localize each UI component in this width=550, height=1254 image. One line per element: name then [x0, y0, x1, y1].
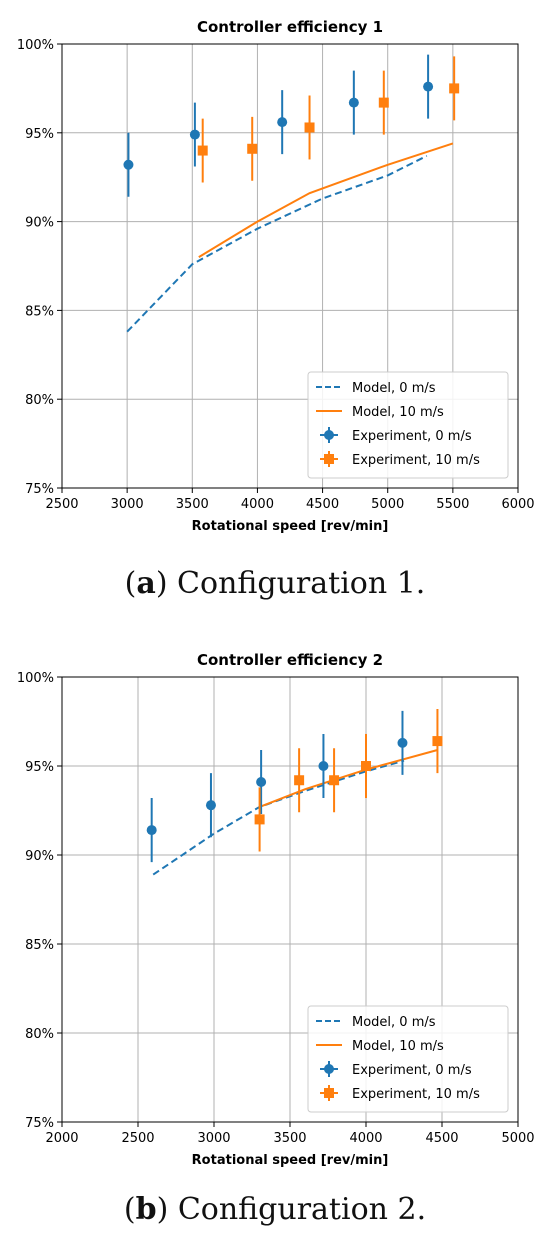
data-point [254, 814, 265, 825]
y-tick-label: 75% [25, 482, 54, 497]
legend-label: Experiment, 0 m/s [352, 1063, 472, 1078]
data-point [189, 129, 200, 140]
x-tick-label: 3500 [273, 1131, 306, 1146]
x-axis-label: Rotational speed [rev/min] [192, 1153, 389, 1168]
x-tick-label: 5000 [371, 497, 404, 512]
caption-text: ) Configuration 1. [155, 566, 426, 601]
legend-label: Model, 0 m/s [352, 1015, 436, 1030]
chart-panel-2: Controller efficiency 2 2000 2500 3000 3500 4… [0, 634, 550, 1254]
data-point [361, 761, 371, 771]
series-line [126, 154, 428, 333]
data-point [348, 97, 359, 108]
data-point [294, 775, 305, 786]
caption-label: a [136, 566, 156, 601]
y-tick-label: 100% [17, 38, 54, 53]
data-point [256, 777, 267, 788]
caption-text: ) Configuration 2. [156, 1192, 427, 1227]
data-point [432, 736, 443, 747]
data-point [123, 159, 134, 170]
data-point [205, 800, 216, 811]
data-point [146, 825, 157, 836]
data-point [247, 143, 258, 154]
x-tick-label: 5500 [436, 497, 469, 512]
plot-frame [61, 43, 519, 489]
data-point [378, 97, 389, 108]
chart-panel-1: Controller efficiency 1 2500 3000 3500 4000 4… [0, 18, 550, 601]
data-point [329, 775, 340, 786]
y-tick-label: 80% [25, 393, 54, 408]
legend: Model, 0 m/s Model, 10 m/s Experiment, 0 m… [307, 1005, 509, 1113]
x-axis-label: Rotational speed [rev/min] [192, 519, 389, 534]
legend-label: Experiment, 0 m/s [352, 429, 472, 444]
data-point [318, 761, 329, 771]
y-tick-label: 75% [25, 1116, 54, 1131]
y-tick-label: 95% [25, 127, 54, 142]
x-tick-label: 4500 [306, 497, 339, 512]
caption-2: (b) Configuration 2. [0, 1192, 550, 1227]
chart-title: Controller efficiency 2 [197, 651, 383, 669]
x-tick-label: 3000 [197, 1131, 230, 1146]
legend-label: Model, 0 m/s [352, 381, 436, 396]
legend-box [307, 371, 509, 479]
legend-marker [324, 1088, 334, 1098]
x-tick-label: 2000 [45, 1131, 78, 1146]
y-tick-label: 90% [25, 849, 54, 864]
x-tick-label: 4500 [425, 1131, 458, 1146]
caption-open: ( [124, 566, 137, 601]
chart-2: Controller efficiency 2 2000 2500 3000 3500 4… [17, 651, 535, 1168]
caption-label: b [135, 1192, 157, 1227]
x-tick-label: 5000 [501, 1131, 534, 1146]
x-tick-label: 3500 [176, 497, 209, 512]
x-tick-label: 2500 [121, 1131, 154, 1146]
legend-label: Model, 10 m/s [352, 405, 444, 420]
legend-box [307, 1005, 509, 1113]
legend-label: Experiment, 10 m/s [352, 453, 480, 468]
y-tick-label: 95% [25, 760, 54, 775]
series-line [152, 759, 405, 876]
chart-1: Controller efficiency 1 2500 3000 3500 4000 4… [17, 18, 535, 534]
x-tick-label: 3000 [111, 497, 144, 512]
x-tick-label: 4000 [349, 1131, 382, 1146]
legend-label: Model, 10 m/s [352, 1039, 444, 1054]
y-tick-label: 85% [25, 304, 54, 319]
plot-frame [61, 676, 519, 1123]
x-tick-label: 4000 [241, 497, 274, 512]
legend-marker [324, 454, 334, 464]
caption-open: ( [123, 1192, 136, 1227]
legend-marker [324, 430, 334, 440]
legend-label: Experiment, 10 m/s [352, 1087, 480, 1102]
y-tick-label: 80% [25, 1027, 54, 1042]
x-tick-label: 6000 [501, 497, 534, 512]
y-tick-label: 90% [25, 216, 54, 231]
chart-title: Controller efficiency 1 [197, 18, 383, 36]
legend: Model, 0 m/s Model, 10 m/s Experiment, 0 m… [307, 371, 509, 479]
data-point [304, 122, 315, 133]
x-tick-label: 2500 [45, 497, 78, 512]
y-tick-label: 100% [17, 671, 54, 686]
y-tick-label: 85% [25, 938, 54, 953]
caption-1: (a) Configuration 1. [0, 566, 550, 601]
data-point [397, 737, 408, 748]
data-point [449, 83, 460, 94]
legend-marker [324, 1064, 334, 1074]
data-point [277, 117, 288, 128]
data-point [423, 81, 434, 92]
data-point [197, 145, 208, 156]
series-line [198, 142, 454, 258]
